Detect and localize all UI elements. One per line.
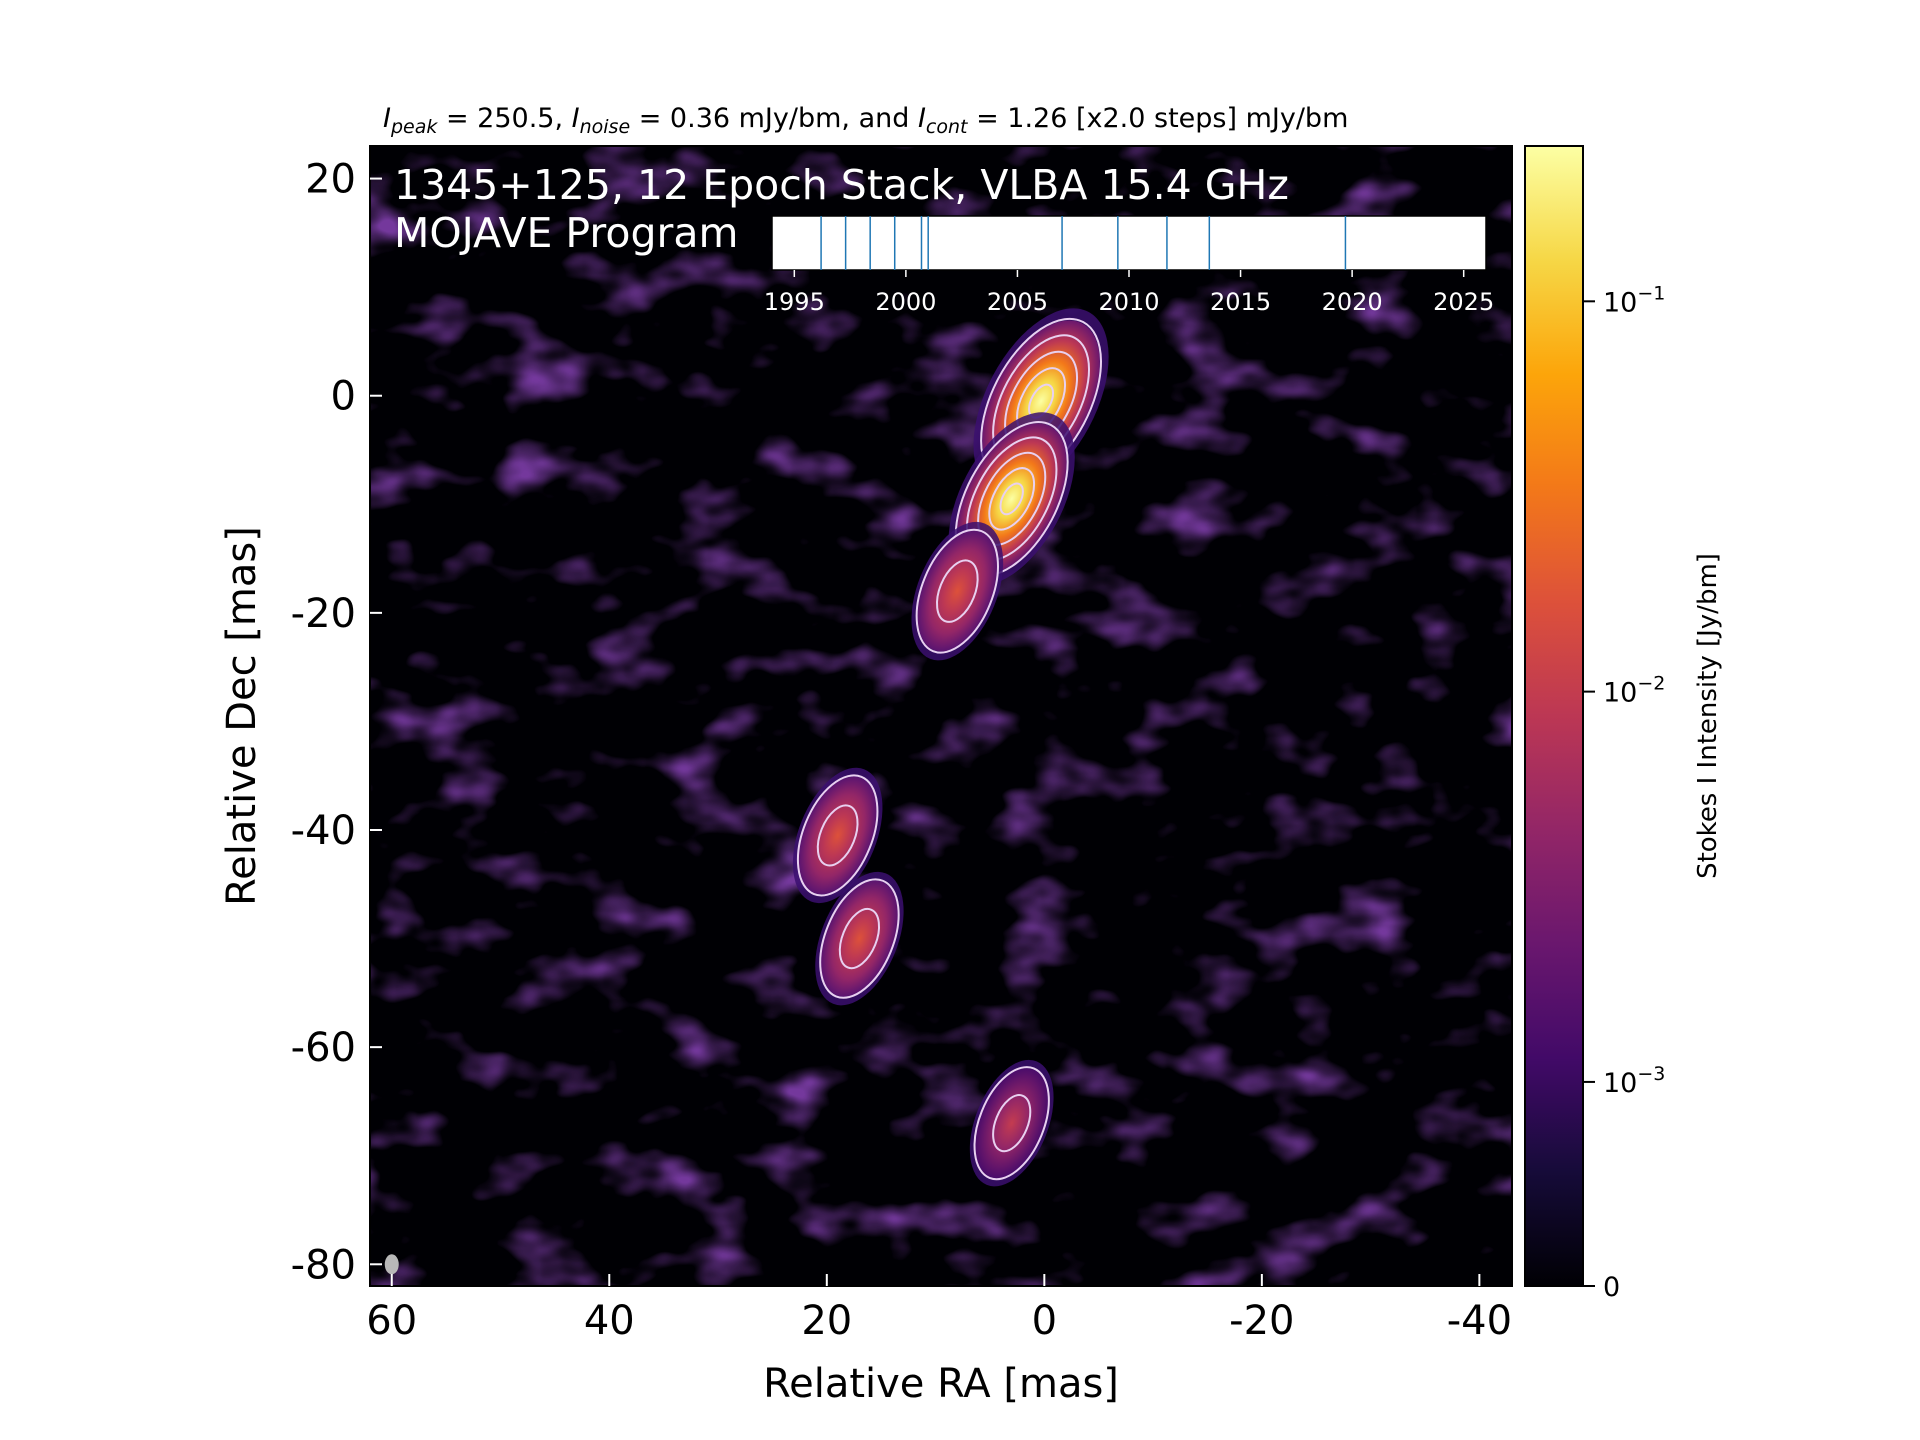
contour-level bbox=[935, 559, 979, 623]
y-tick-label: -80 bbox=[291, 1242, 356, 1288]
colorbar: 0 10−3 10−2 10−1 Stokes I Intensity [Jy/bm] bbox=[1524, 145, 1723, 1303]
contour-level bbox=[838, 907, 881, 970]
x-tick-label: 40 bbox=[584, 1298, 635, 1344]
epoch-tick-label: 2010 bbox=[1098, 288, 1159, 316]
y-tick-label: -20 bbox=[291, 591, 356, 637]
component-knot-67 bbox=[969, 1059, 1054, 1187]
contour-level bbox=[816, 804, 859, 867]
x-axis-label: Relative RA [mas] bbox=[763, 1361, 1119, 1407]
component-knot-40 bbox=[792, 767, 883, 904]
contour-level bbox=[796, 774, 879, 897]
colorbar-tick-label: 10−1 bbox=[1603, 282, 1665, 318]
contour-level bbox=[973, 1066, 1050, 1181]
epoch-timeline: 1995 2000 2005 2010 2015 2020 2025 bbox=[764, 215, 1494, 316]
colorbar-ticks: 0 10−3 10−2 10−1 bbox=[1583, 282, 1665, 1303]
plot-frame bbox=[369, 145, 1513, 1287]
contour-level bbox=[819, 878, 900, 999]
x-tick-label: -40 bbox=[1447, 1298, 1512, 1344]
colorbar-tick-label: 0 bbox=[1603, 1272, 1620, 1303]
contour-level bbox=[915, 528, 999, 654]
colorbar-gradient bbox=[1524, 145, 1584, 1287]
plot-area bbox=[369, 145, 1513, 1287]
y-tick-label: -40 bbox=[291, 808, 356, 854]
epoch-tick-label: 1995 bbox=[764, 288, 825, 316]
contour-level bbox=[992, 1094, 1032, 1153]
intensity-summary: Ipeak = 250.5, Inoise = 0.36 mJy/bm, and… bbox=[383, 103, 1348, 138]
epoch-tick-label: 2015 bbox=[1210, 288, 1271, 316]
emission-layer bbox=[384, 308, 1109, 1275]
y-tick-label: 20 bbox=[305, 157, 356, 203]
x-tick-label: 60 bbox=[366, 1298, 417, 1344]
component-image bbox=[975, 1068, 1049, 1179]
x-tick-label: -20 bbox=[1229, 1298, 1294, 1344]
component-image bbox=[821, 880, 898, 997]
colorbar-tick-label: 10−3 bbox=[1603, 1063, 1665, 1099]
colorbar-label: Stokes I Intensity [Jy/bm] bbox=[1693, 553, 1723, 879]
colorbar-tick-label: 10−2 bbox=[1603, 673, 1665, 709]
chart-title-line2: MOJAVE Program bbox=[394, 209, 738, 257]
restoring-beam bbox=[384, 1254, 399, 1275]
epoch-tick-label: 2005 bbox=[987, 288, 1048, 316]
component-knot-18 bbox=[911, 521, 1004, 661]
component-image bbox=[798, 776, 877, 895]
contour-level bbox=[999, 482, 1024, 516]
x-tick-label: 0 bbox=[1032, 1298, 1057, 1344]
noise-texture bbox=[370, 146, 1512, 1286]
y-tick-label: -60 bbox=[291, 1025, 356, 1071]
y-tick-label: 0 bbox=[331, 374, 356, 420]
contour-level bbox=[988, 467, 1036, 531]
y-axis-label: Relative Dec [mas] bbox=[219, 526, 265, 906]
y-axis: 20 0 -20 -40 -60 -80 bbox=[291, 157, 382, 1288]
x-tick-label: 20 bbox=[801, 1298, 852, 1344]
x-axis: 60 40 20 0 -20 -40 bbox=[366, 1274, 1512, 1344]
epoch-timeline-box bbox=[771, 215, 1487, 271]
epoch-tick-label: 2000 bbox=[875, 288, 936, 316]
component-image bbox=[917, 530, 998, 652]
epoch-tick-label: 2020 bbox=[1322, 288, 1383, 316]
component-knot-50 bbox=[815, 871, 904, 1006]
chart-title-line1: 1345+125, 12 Epoch Stack, VLBA 15.4 GHz bbox=[394, 161, 1289, 209]
epoch-tick-label: 2025 bbox=[1433, 288, 1494, 316]
